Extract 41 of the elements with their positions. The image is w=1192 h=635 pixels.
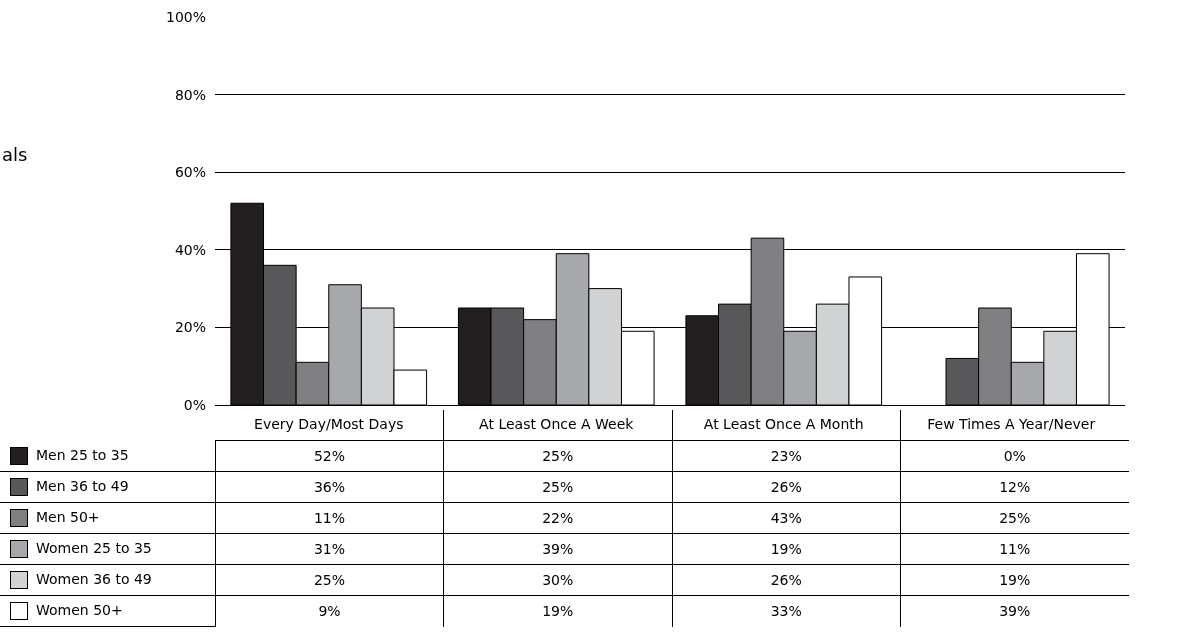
data-label: 33% — [672, 595, 901, 627]
data-label: 31% — [215, 533, 444, 565]
data-label: 22% — [443, 502, 672, 534]
legend-label: Women 25 to 35 — [36, 540, 152, 556]
data-label: 11% — [215, 502, 444, 534]
data-label: 26% — [672, 471, 901, 503]
x-tick-label: Few Times A Year/Never — [927, 415, 1096, 432]
y-tick-label: 100% — [165, 8, 206, 25]
x-tick-label: At Least Once A Week — [479, 415, 635, 432]
x-tick-label: At Least Once A Month — [703, 415, 864, 432]
data-label: 19% — [672, 533, 901, 565]
data-label: 19% — [900, 564, 1129, 596]
data-label: 23% — [672, 440, 901, 472]
y-tick-label: 60% — [174, 164, 206, 181]
data-label: 25% — [443, 471, 672, 503]
data-label: 9% — [215, 595, 444, 627]
data-label: 43% — [672, 502, 901, 534]
x-tick-label: Every Day/Most Days — [254, 415, 404, 432]
legend-label: Women 36 to 49 — [36, 571, 152, 587]
y-tick-label: 20% — [174, 319, 206, 336]
data-label: 26% — [672, 564, 901, 596]
y-tick-label: 0% — [183, 396, 206, 413]
data-label: 0% — [900, 440, 1129, 472]
data-label: 25% — [443, 440, 672, 472]
data-label: 52% — [215, 440, 444, 472]
data-label: 39% — [900, 595, 1129, 627]
text: als — [2, 144, 28, 165]
data-label: 25% — [215, 564, 444, 596]
data-label: 36% — [215, 471, 444, 503]
data-label: 39% — [443, 533, 672, 565]
data-label: 19% — [443, 595, 672, 627]
y-tick-label: 80% — [174, 86, 206, 103]
legend-label: Women 50+ — [36, 602, 123, 618]
legend-label: Men 25 to 35 — [36, 446, 129, 463]
legend-label: Men 36 to 49 — [36, 478, 129, 494]
data-label: 11% — [900, 533, 1129, 565]
legend-label: Men 50+ — [36, 509, 100, 525]
y-tick-label: 40% — [174, 241, 206, 258]
data-label: 12% — [900, 471, 1129, 503]
data-label: 30% — [443, 564, 672, 596]
data-label: 25% — [900, 502, 1129, 534]
